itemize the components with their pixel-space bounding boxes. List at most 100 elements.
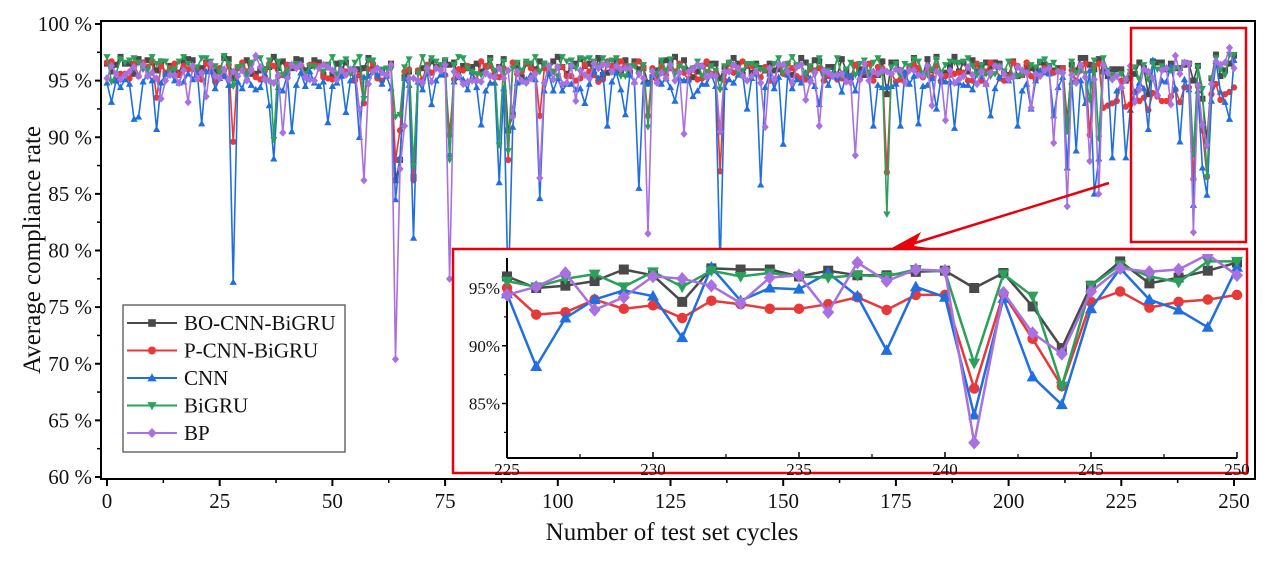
data-point xyxy=(540,60,548,68)
data-point xyxy=(1144,125,1152,133)
data-point xyxy=(342,56,350,63)
data-point xyxy=(549,87,557,94)
data-point xyxy=(910,61,918,68)
data-point xyxy=(243,57,250,64)
inset-data-point xyxy=(1231,289,1243,301)
data-point xyxy=(311,57,318,64)
y-tick-label: 100 % xyxy=(38,12,92,36)
x-axis-label: Number of test set cycles xyxy=(546,519,799,546)
data-point xyxy=(612,61,621,70)
data-point xyxy=(1072,78,1080,87)
data-point xyxy=(675,68,684,77)
inset-data-point xyxy=(617,282,630,294)
data-point xyxy=(342,70,350,80)
data-point xyxy=(152,60,161,68)
data-point xyxy=(752,63,760,70)
data-point xyxy=(171,66,179,74)
arrow-line xyxy=(901,181,1110,249)
data-point xyxy=(910,56,918,63)
data-point xyxy=(986,111,995,119)
data-point xyxy=(928,101,936,110)
data-point xyxy=(495,142,503,149)
inset-data-point xyxy=(705,266,718,277)
x-tick-label: 100 xyxy=(542,489,574,513)
data-point xyxy=(1217,73,1224,80)
data-point xyxy=(482,68,490,77)
data-point xyxy=(603,60,611,69)
data-point xyxy=(635,66,642,73)
data-point xyxy=(892,80,900,87)
data-point xyxy=(360,96,368,103)
data-point xyxy=(125,80,134,87)
data-point xyxy=(409,162,418,170)
data-point xyxy=(329,71,336,78)
data-point xyxy=(1032,64,1040,71)
x-tick-label: 250 xyxy=(1218,489,1250,513)
data-point xyxy=(261,75,269,84)
data-point xyxy=(382,70,391,80)
data-point xyxy=(328,82,336,89)
data-point xyxy=(779,140,787,147)
data-point xyxy=(1149,60,1157,68)
inset-data-point xyxy=(501,276,513,288)
data-point xyxy=(639,62,648,69)
data-point xyxy=(1113,66,1120,73)
data-point xyxy=(513,67,521,76)
data-point xyxy=(1207,97,1216,104)
data-point xyxy=(1014,73,1022,80)
data-point xyxy=(599,55,607,62)
data-point xyxy=(360,65,367,72)
data-point xyxy=(1167,100,1175,109)
data-point xyxy=(567,57,575,64)
data-point xyxy=(157,62,165,70)
data-point xyxy=(1212,51,1219,58)
data-point xyxy=(955,75,963,84)
data-point xyxy=(711,67,720,75)
data-point xyxy=(184,60,192,68)
data-point xyxy=(130,62,138,72)
data-point xyxy=(775,55,783,62)
inset-y-tick-label: 85% xyxy=(469,395,500,414)
inset-data-point xyxy=(588,269,601,281)
data-point xyxy=(707,63,715,70)
data-point xyxy=(1198,85,1207,93)
data-point xyxy=(469,64,476,71)
data-point xyxy=(243,71,251,78)
data-point xyxy=(130,115,138,122)
inset-data-point xyxy=(1055,381,1068,393)
data-point xyxy=(536,112,543,119)
data-point xyxy=(874,69,882,78)
data-point xyxy=(473,60,480,67)
data-point xyxy=(134,72,143,81)
data-point xyxy=(761,83,769,91)
data-point xyxy=(1154,59,1161,66)
data-point xyxy=(842,66,850,74)
data-point xyxy=(833,55,841,62)
data-point xyxy=(409,234,418,241)
data-point xyxy=(351,66,359,75)
data-point xyxy=(143,67,152,75)
data-point xyxy=(977,62,986,69)
data-point xyxy=(103,54,111,61)
data-point xyxy=(134,113,143,120)
data-point xyxy=(423,64,431,73)
data-point xyxy=(1158,97,1166,105)
data-point xyxy=(171,76,179,84)
data-point xyxy=(220,53,228,60)
data-point xyxy=(130,55,138,62)
data-point xyxy=(563,78,571,87)
data-point xyxy=(509,112,517,121)
data-point xyxy=(806,77,814,86)
data-point xyxy=(1068,70,1076,80)
data-point xyxy=(739,58,746,65)
data-point xyxy=(789,71,796,78)
y-tick-label: 95 % xyxy=(48,69,92,93)
data-point xyxy=(527,65,534,72)
data-point xyxy=(630,63,639,70)
data-point xyxy=(581,70,589,80)
data-point xyxy=(495,64,503,73)
inset-data-point xyxy=(968,408,981,420)
data-point xyxy=(180,58,187,65)
data-point xyxy=(121,70,129,80)
data-point xyxy=(811,57,818,64)
